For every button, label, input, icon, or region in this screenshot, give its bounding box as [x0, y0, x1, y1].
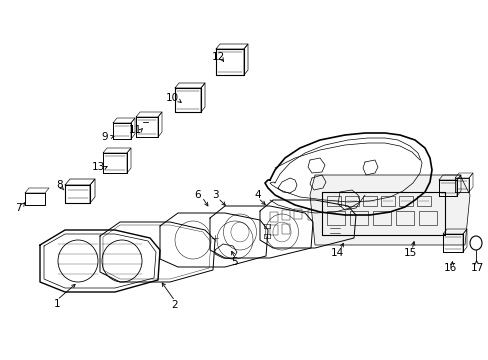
Bar [372, 211, 390, 225]
Bar [345, 196, 358, 206]
Text: 4: 4 [254, 190, 261, 200]
Bar [282, 224, 289, 234]
Text: 14: 14 [330, 248, 343, 258]
Text: 15: 15 [403, 248, 416, 258]
Bar [380, 196, 394, 206]
Text: 11: 11 [128, 125, 142, 135]
Text: 5: 5 [231, 257, 238, 267]
Bar [418, 211, 436, 225]
Text: 1: 1 [54, 299, 60, 309]
Text: 2: 2 [171, 300, 178, 310]
Text: 17: 17 [469, 263, 483, 273]
Bar [307, 210, 315, 220]
Bar [293, 209, 302, 219]
Text: 7: 7 [15, 203, 21, 213]
Bar [326, 211, 345, 225]
Text: 16: 16 [443, 263, 456, 273]
Text: 8: 8 [57, 180, 63, 190]
Bar [362, 196, 376, 206]
Text: 6: 6 [194, 190, 201, 200]
Bar [269, 225, 278, 235]
Bar [326, 196, 340, 206]
Polygon shape [309, 175, 469, 245]
Bar [416, 196, 430, 206]
Bar [269, 212, 278, 222]
Text: 13: 13 [91, 162, 104, 172]
Text: 10: 10 [165, 93, 178, 103]
Bar [395, 211, 413, 225]
Text: 3: 3 [211, 190, 218, 200]
Bar [398, 196, 412, 206]
Bar [282, 210, 289, 220]
Bar [349, 211, 367, 225]
Text: 12: 12 [211, 52, 224, 62]
Text: 9: 9 [102, 132, 108, 142]
Bar [321, 212, 329, 222]
